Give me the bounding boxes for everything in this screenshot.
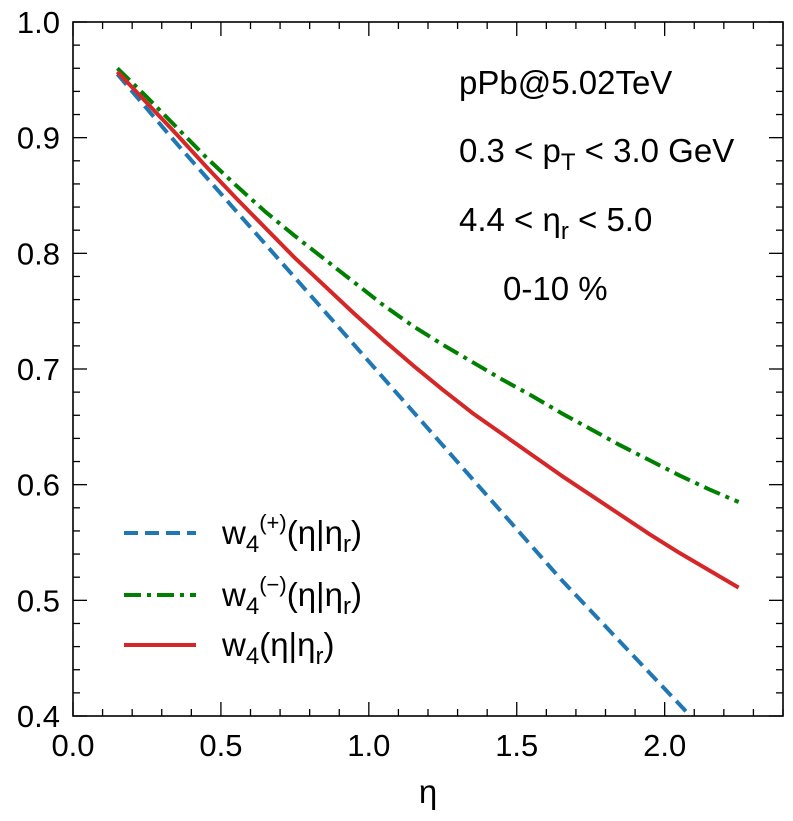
series-line-dashed <box>115 72 694 716</box>
annotation-pt-range-part-0: 0.3 < p <box>459 132 561 169</box>
annotation-system-part-0: pPb@5.02TeV <box>459 64 672 101</box>
y-tick-label: 0.8 <box>17 236 60 271</box>
y-tick-label: 0.5 <box>17 583 60 618</box>
legend-label-solid-part-4: ) <box>323 626 334 663</box>
x-tick-label: 1.5 <box>495 728 538 763</box>
plot-frame <box>72 21 784 717</box>
annotation-centrality-part-0: 0-10 % <box>503 270 608 307</box>
legend-label-dashdot: w4(−)(η|ηr) <box>221 572 362 620</box>
series-lines <box>115 66 740 716</box>
legend-label-dashdot-part-1: 4 <box>246 593 259 620</box>
y-tick-label: 0.7 <box>17 352 60 387</box>
legend-label-dashdot-part-2: (−) <box>259 572 287 597</box>
legend-label-dashdot-part-3: (η|η <box>287 576 343 613</box>
legend: w4(+)(η|ηr)w4(−)(η|ηr)w4(η|ηr) <box>124 510 362 670</box>
legend-label-dashdot-part-0: w <box>221 576 246 613</box>
annotation-pt-range: 0.3 < pT < 3.0 GeV <box>459 132 734 176</box>
y-tick-label: 0.6 <box>17 468 60 503</box>
legend-label-dashed-part-0: w <box>221 514 246 551</box>
legend-label-dashed-part-4: r <box>343 531 351 558</box>
annotation-pt-range-part-1: T <box>561 149 576 176</box>
legend-label-dashdot-part-4: r <box>343 593 351 620</box>
legend-label-dashed: w4(+)(η|ηr) <box>221 510 362 558</box>
annotation-eta-ref-part-2: < 5.0 <box>569 201 652 238</box>
annotation-eta-ref: 4.4 < ηr < 5.0 <box>459 201 652 245</box>
legend-label-solid-part-0: w <box>221 626 246 663</box>
annotation-centrality: 0-10 % <box>503 270 608 307</box>
tick-marks <box>72 21 784 717</box>
annotation-eta-ref-part-0: 4.4 < η <box>459 201 561 238</box>
legend-label-dashed-part-5: ) <box>351 514 362 551</box>
series-line-solid <box>115 70 740 590</box>
legend-label-solid: w4(η|ηr) <box>221 626 334 670</box>
y-tick-label: 0.4 <box>17 699 60 734</box>
annotation-pt-range-part-2: < 3.0 GeV <box>576 132 735 169</box>
x-axis-title: η <box>419 773 437 810</box>
series-line-dashdot <box>115 66 740 504</box>
annotation-system: pPb@5.02TeV <box>459 64 672 101</box>
legend-label-dashed-part-3: (η|η <box>287 514 343 551</box>
y-tick-label: 1.0 <box>17 5 60 40</box>
annotations: pPb@5.02TeV 0.3 < pT < 3.0 GeV 4.4 < ηr < … <box>459 64 734 307</box>
legend-label-dashed-part-1: 4 <box>246 531 259 558</box>
legend-label-dashed-part-2: (+) <box>259 510 287 535</box>
legend-label-solid-part-1: 4 <box>246 643 259 670</box>
x-tick-label: 1.0 <box>347 728 390 763</box>
x-tick-label: 0.5 <box>199 728 242 763</box>
tick-labels: 0.0 0.5 1.0 1.5 2.0 0.4 0.5 0.6 0.7 0.8 0.9 1.0 <box>17 5 686 763</box>
legend-label-dashdot-part-5: ) <box>351 576 362 613</box>
annotation-eta-ref-part-1: r <box>561 218 569 245</box>
legend-label-solid-part-2: (η|η <box>259 626 315 663</box>
y-tick-label: 0.9 <box>17 121 60 156</box>
x-tick-label: 2.0 <box>643 728 686 763</box>
x-tick-label: 0.0 <box>51 728 94 763</box>
legend-label-solid-part-3: r <box>315 643 323 670</box>
